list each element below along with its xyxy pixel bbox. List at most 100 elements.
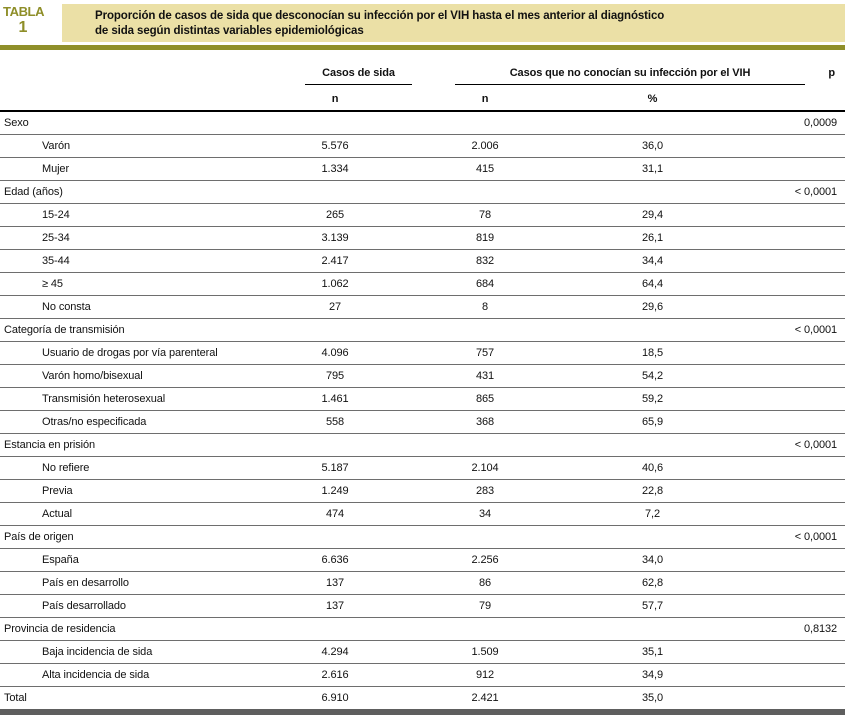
casos-n-cell: 5.187: [321, 461, 349, 474]
p-value-cell: [735, 134, 845, 157]
casos-n-cell: 5.576: [321, 139, 349, 152]
p-value-cell: [735, 456, 845, 479]
table-row: Sexo 0,0009: [0, 111, 846, 134]
casos-n-cell: 1.249: [321, 484, 349, 497]
olive-rule: [0, 45, 845, 50]
casos-n-cell: 27: [328, 300, 342, 313]
table-row: Usuario de drogas por vía parenteral 4.0…: [0, 341, 846, 364]
casos-n-cell: 1.334: [321, 162, 349, 175]
casos-n-cell: 1.461: [321, 392, 349, 405]
vih-n-cell: 415: [475, 162, 495, 175]
table-row: 35-44 2.417 832 34,4: [0, 249, 846, 272]
casos-n-cell: 137: [325, 576, 345, 589]
row-label-cell: Actual: [42, 507, 72, 520]
subheader-n-vih: n: [481, 93, 489, 105]
row-label-cell: ≥ 45: [42, 277, 63, 290]
vih-n-cell: [400, 433, 570, 456]
row-label-cell: Categoría de transmisión: [4, 323, 125, 336]
p-value-cell: 0,0009: [803, 116, 838, 129]
p-value-cell: [735, 249, 845, 272]
p-value-cell: 0,8132: [803, 622, 838, 635]
vih-n-cell: [400, 111, 570, 134]
vih-n-cell: 865: [475, 392, 495, 405]
table-head: Casos de sida Casos que no conocían su i…: [0, 55, 846, 111]
table-row: País de origen < 0,0001: [0, 525, 846, 548]
casos-n-cell: [270, 318, 400, 341]
table-body: Sexo 0,0009 Varón 5.576 2.006 36,0 Mujer…: [0, 111, 846, 709]
casos-n-cell: [270, 617, 400, 640]
empty-subheader-cell: [0, 85, 270, 111]
vih-n-cell: [400, 525, 570, 548]
p-value-cell: [735, 341, 845, 364]
vih-n-cell: 78: [478, 208, 492, 221]
table-row: No refiere 5.187 2.104 40,6: [0, 456, 846, 479]
p-value-cell: [735, 663, 845, 686]
table-row: Baja incidencia de sida 4.294 1.509 35,1: [0, 640, 846, 663]
table-row: Previa 1.249 283 22,8: [0, 479, 846, 502]
row-label-cell: Previa: [42, 484, 73, 497]
table-row: Estancia en prisión < 0,0001: [0, 433, 846, 456]
casos-n-cell: [270, 180, 400, 203]
tabla-number: 1: [18, 19, 28, 36]
casos-n-cell: 4.294: [321, 645, 349, 658]
p-value-cell: [735, 640, 845, 663]
casos-n-cell: 795: [325, 369, 345, 382]
table-row: Transmisión heterosexual 1.461 865 59,2: [0, 387, 846, 410]
casos-n-cell: 2.417: [321, 254, 349, 267]
vih-pct-cell: [570, 525, 735, 548]
vih-pct-cell: [570, 318, 735, 341]
vih-pct-cell: 65,9: [642, 415, 664, 428]
table-row: Mujer 1.334 415 31,1: [0, 157, 846, 180]
casos-n-cell: [270, 111, 400, 134]
vih-n-cell: 8: [481, 300, 489, 313]
row-label-cell: 35-44: [42, 254, 70, 267]
vih-pct-cell: 18,5: [642, 346, 664, 359]
vih-n-cell: 2.104: [471, 461, 499, 474]
vih-n-cell: [400, 318, 570, 341]
vih-pct-cell: 31,1: [642, 162, 664, 175]
p-value-cell: [735, 387, 845, 410]
title-line-1: Proporción de casos de sida que desconoc…: [95, 10, 665, 22]
vih-pct-cell: 59,2: [642, 392, 664, 405]
vih-n-cell: 86: [478, 576, 492, 589]
vih-pct-cell: 35,1: [642, 645, 664, 658]
table-row: ≥ 45 1.062 684 64,4: [0, 272, 846, 295]
empty-header-cell: [0, 55, 270, 85]
row-label-cell: Usuario de drogas por vía parenteral: [42, 346, 218, 359]
p-value-cell: [735, 295, 845, 318]
row-label-cell: Otras/no especificada: [42, 415, 147, 428]
p-value-cell: < 0,0001: [794, 438, 838, 451]
row-label-cell: Mujer: [42, 162, 70, 175]
table-row: Varón homo/bisexual 795 431 54,2: [0, 364, 846, 387]
table-row: País en desarrollo 137 86 62,8: [0, 571, 846, 594]
casos-n-cell: 6.636: [321, 553, 349, 566]
p-value-cell: [735, 502, 845, 525]
col-group-casos-de-sida: Casos de sida: [270, 55, 412, 85]
vih-n-cell: [400, 617, 570, 640]
casos-n-cell: 265: [325, 208, 345, 221]
table-row: Categoría de transmisión < 0,0001: [0, 318, 846, 341]
p-value-cell: [735, 479, 845, 502]
vih-n-cell: 431: [475, 369, 495, 382]
bottom-bar: [0, 709, 845, 715]
title-line-2: de sida según distintas variables epidem…: [95, 25, 364, 37]
table-row: Otras/no especificada 558 368 65,9: [0, 410, 846, 433]
vih-n-cell: 757: [475, 346, 495, 359]
vih-pct-cell: 29,6: [642, 300, 664, 313]
table-row: Provincia de residencia 0,8132: [0, 617, 846, 640]
row-label-cell: Total: [4, 691, 27, 704]
casos-n-cell: 4.096: [321, 346, 349, 359]
vih-pct-cell: 26,1: [642, 231, 664, 244]
casos-n-cell: 474: [325, 507, 345, 520]
vih-n-cell: 283: [475, 484, 495, 497]
casos-n-cell: [270, 433, 400, 456]
row-label-cell: País de origen: [4, 530, 74, 543]
p-value-cell: [735, 571, 845, 594]
sub-header-row: n n %: [0, 85, 846, 111]
casos-n-cell: 6.910: [321, 691, 349, 704]
vih-n-cell: 832: [475, 254, 495, 267]
col-p-header: p: [828, 67, 836, 79]
subheader-n-casos: n: [331, 93, 339, 105]
p-value-cell: [735, 594, 845, 617]
vih-pct-cell: 54,2: [642, 369, 664, 382]
